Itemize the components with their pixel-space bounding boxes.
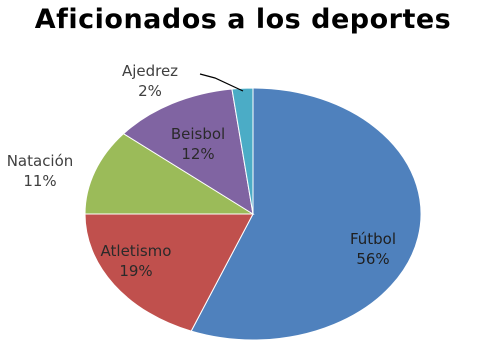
slice-label-futbol: Fútbol [350,230,396,248]
slice-percent-ajedrez: 2% [138,82,162,100]
slice-percent-natacion: 11% [23,172,56,190]
pie-slices [84,87,422,341]
pie-slice-natacion [84,133,255,215]
slice-percent-atletismo: 19% [119,262,152,280]
slice-percent-futbol: 56% [356,250,389,268]
pie-slice-ajedrez [231,87,254,215]
pie-slice-beisbol [122,88,254,216]
slice-label-atletismo: Atletismo [101,242,172,260]
slice-label-beisbol: Beisbol [171,125,225,143]
pie-slice-futbol [190,87,422,341]
slice-label-natacion: Natación [7,152,74,170]
chart-title: Aficionados a los deportes [34,4,452,35]
pie-slice-atletismo [84,213,254,332]
slice-label-ajedrez: Ajedrez [122,62,178,80]
leader-line-ajedrez [199,73,244,92]
pie-labels: Fútbol 56% Atletismo 19% Natación 11% Beisbol 1… [7,62,396,280]
slice-percent-beisbol: 12% [181,145,214,163]
